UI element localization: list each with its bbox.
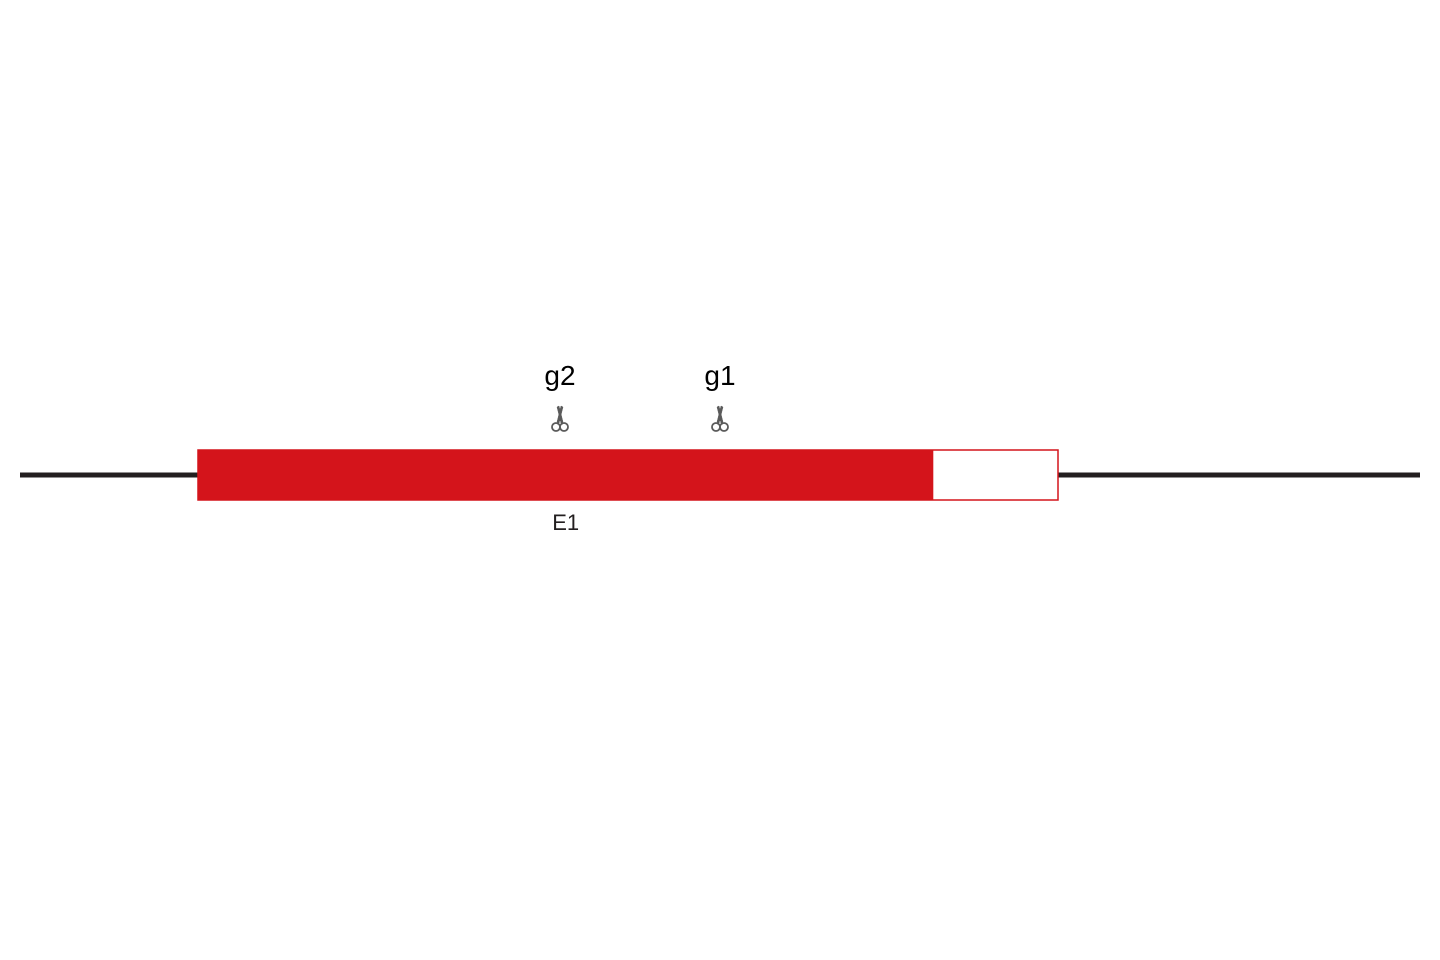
exon-filled — [198, 450, 933, 500]
guide-label-g1: g1 — [704, 360, 735, 391]
scissors-icon-g1 — [712, 406, 728, 431]
scissors-icon-g2 — [552, 406, 568, 431]
exon-label: E1 — [552, 510, 579, 535]
guide-label-g2: g2 — [544, 360, 575, 391]
